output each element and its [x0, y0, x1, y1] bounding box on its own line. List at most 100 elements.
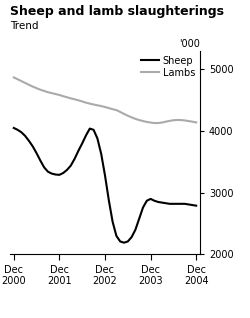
Sheep — [138, 217, 141, 221]
Lambs — [46, 90, 50, 94]
Sheep — [134, 228, 137, 232]
Sheep — [153, 199, 156, 203]
Sheep — [46, 170, 50, 174]
Lambs — [66, 95, 68, 99]
Sheep — [122, 241, 126, 245]
Lambs — [122, 112, 126, 116]
Sheep — [73, 157, 76, 161]
Lambs — [168, 119, 171, 123]
Sheep — [35, 151, 38, 155]
Sheep — [96, 136, 99, 140]
Sheep — [115, 234, 118, 238]
Sheep — [187, 203, 190, 206]
Lambs — [157, 121, 160, 125]
Text: '000: '000 — [179, 39, 200, 49]
Sheep — [54, 173, 57, 176]
Sheep — [12, 126, 15, 130]
Sheep — [183, 202, 186, 206]
Sheep — [180, 202, 182, 206]
Lambs — [119, 110, 122, 114]
Sheep — [119, 239, 122, 243]
Sheep — [92, 128, 95, 132]
Lambs — [92, 103, 95, 107]
Sheep — [149, 197, 152, 201]
Lambs — [50, 91, 53, 95]
Lambs — [176, 118, 179, 122]
Sheep — [31, 145, 34, 149]
Lambs — [100, 104, 103, 108]
Sheep — [126, 239, 129, 243]
Line: Lambs: Lambs — [14, 77, 196, 123]
Lambs — [160, 121, 164, 124]
Sheep — [66, 168, 68, 172]
Sheep — [58, 173, 61, 177]
Line: Sheep: Sheep — [14, 128, 196, 243]
Lambs — [180, 118, 182, 122]
Sheep — [77, 149, 80, 153]
Sheep — [145, 199, 148, 203]
Sheep — [104, 174, 106, 177]
Sheep — [142, 206, 144, 210]
Sheep — [172, 202, 175, 206]
Lambs — [54, 92, 57, 96]
Lambs — [28, 83, 30, 87]
Lambs — [43, 89, 46, 93]
Lambs — [164, 120, 167, 124]
Sheep — [160, 201, 164, 204]
Lambs — [39, 88, 42, 92]
Lambs — [183, 119, 186, 122]
Lambs — [62, 94, 65, 98]
Sheep — [168, 202, 171, 206]
Sheep — [39, 159, 42, 162]
Lambs — [58, 93, 61, 97]
Lambs — [81, 100, 84, 103]
Sheep — [69, 164, 72, 168]
Lambs — [16, 77, 19, 81]
Lambs — [191, 120, 194, 124]
Sheep — [50, 172, 53, 176]
Sheep — [107, 198, 110, 202]
Text: Sheep and lamb slaughterings: Sheep and lamb slaughterings — [10, 5, 224, 18]
Legend: Sheep, Lambs: Sheep, Lambs — [142, 56, 195, 78]
Sheep — [16, 128, 19, 132]
Lambs — [77, 99, 80, 102]
Sheep — [20, 130, 23, 134]
Lambs — [145, 120, 148, 124]
Lambs — [111, 107, 114, 111]
Lambs — [115, 108, 118, 112]
Sheep — [195, 204, 198, 208]
Lambs — [195, 121, 198, 124]
Sheep — [88, 127, 91, 130]
Lambs — [69, 96, 72, 100]
Sheep — [28, 139, 30, 143]
Lambs — [24, 81, 27, 85]
Sheep — [164, 201, 167, 205]
Lambs — [31, 85, 34, 88]
Lambs — [172, 118, 175, 122]
Lambs — [104, 105, 106, 109]
Sheep — [100, 152, 103, 156]
Sheep — [43, 166, 46, 169]
Text: Trend: Trend — [10, 21, 38, 31]
Lambs — [130, 115, 133, 119]
Sheep — [176, 202, 179, 206]
Lambs — [142, 119, 144, 123]
Lambs — [134, 117, 137, 121]
Lambs — [107, 106, 110, 110]
Sheep — [157, 200, 160, 204]
Lambs — [149, 121, 152, 124]
Sheep — [62, 171, 65, 175]
Lambs — [84, 101, 87, 105]
Sheep — [81, 142, 84, 145]
Lambs — [88, 102, 91, 106]
Lambs — [126, 114, 129, 118]
Sheep — [24, 134, 27, 138]
Sheep — [111, 220, 114, 224]
Lambs — [153, 121, 156, 125]
Lambs — [96, 103, 99, 107]
Lambs — [73, 97, 76, 101]
Lambs — [12, 75, 15, 79]
Sheep — [84, 134, 87, 137]
Lambs — [20, 79, 23, 83]
Sheep — [191, 203, 194, 207]
